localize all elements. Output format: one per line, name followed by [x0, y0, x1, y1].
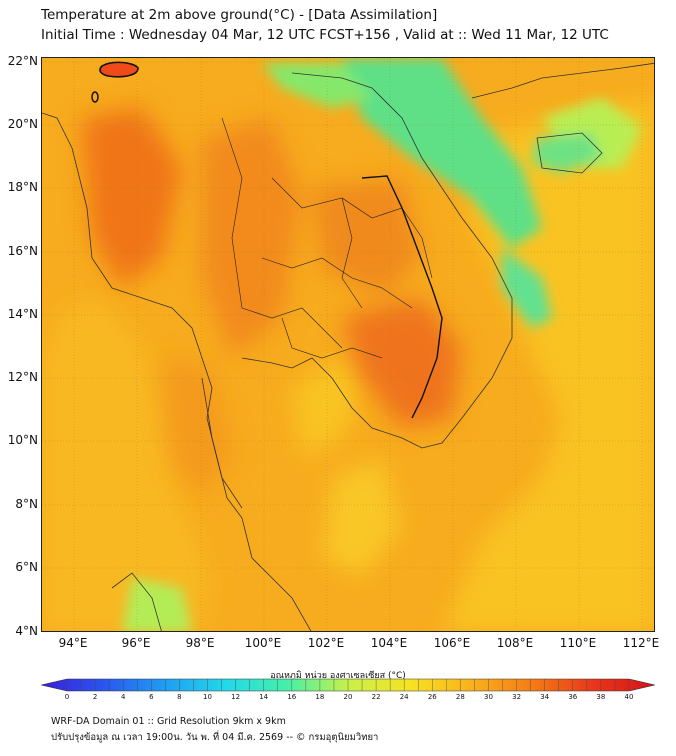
lon-label: 96°E	[121, 636, 151, 650]
colorbar-tick-label: 12	[231, 693, 241, 701]
colorbar-tick-label: 34	[540, 693, 550, 701]
colorbar-tick-label: 22	[371, 693, 381, 701]
lon-label: 94°E	[58, 636, 88, 650]
coastlines	[42, 62, 654, 631]
lat-label: 8°N	[15, 497, 38, 511]
colorbar-tick-label: 30	[484, 693, 493, 701]
colorbar-tick-label: 18	[315, 693, 325, 701]
lon-label: 108°E	[496, 636, 534, 650]
temperature-map	[41, 57, 655, 632]
lon-label: 110°E	[559, 636, 597, 650]
colorbar-tick-label: 40	[624, 693, 634, 701]
lat-label: 4°N	[15, 624, 38, 638]
colorbar-tick-label: 32	[512, 693, 522, 701]
colorbar	[41, 678, 655, 692]
colorbar-tick-label: 6	[149, 693, 154, 701]
colorbar-tick-label: 38	[596, 693, 606, 701]
cool-areas	[122, 58, 642, 631]
colorbar-tick-label: 16	[287, 693, 297, 701]
lon-label: 100°E	[244, 636, 282, 650]
lon-label: 104°E	[370, 636, 408, 650]
colorbar-tick-label: 24	[399, 693, 409, 701]
map-title: Temperature at 2m above ground(°C) - [Da…	[41, 7, 438, 23]
contour-40c	[99, 61, 139, 78]
colorbar-tick-label: 0	[64, 693, 70, 701]
lat-label: 12°N	[7, 370, 38, 384]
colorbar-tick-label: 2	[92, 693, 98, 701]
colorbar-tick-label: 8	[177, 693, 182, 701]
map-canvas	[42, 58, 654, 631]
lat-label: 16°N	[7, 244, 38, 258]
contour-40c-small	[91, 91, 99, 103]
colorbar-tick-label: 14	[259, 693, 269, 701]
contour-36c	[361, 175, 443, 419]
colorbar-title: อุณหภูมิ หน่วย องศาเซลเซียส (°C)	[270, 671, 406, 681]
lat-label: 14°N	[7, 307, 38, 321]
lon-label: 112°E	[622, 636, 660, 650]
gridlines	[42, 58, 654, 631]
map-subtitle: Initial Time : Wednesday 04 Mar, 12 UTC …	[41, 27, 609, 43]
lon-label: 106°E	[433, 636, 471, 650]
colorbar-tick-label: 28	[455, 693, 465, 701]
lat-label: 18°N	[7, 180, 38, 194]
warm-areas	[82, 108, 462, 498]
footer-update-info: ปรับปรุงข้อมูล ณ เวลา 19:00น. วัน พ. ที่…	[51, 732, 379, 743]
colorbar-tick-label: 10	[203, 693, 212, 701]
colorbar-tick-label: 36	[568, 693, 578, 701]
lon-label: 98°E	[185, 636, 215, 650]
lon-label: 102°E	[307, 636, 345, 650]
footer-grid-info: WRF-DA Domain 01 :: Grid Resolution 9km …	[51, 716, 286, 727]
colorbar-tick-label: 20	[343, 693, 353, 701]
colorbar-tick-label: 4	[120, 693, 126, 701]
lat-label: 6°N	[15, 560, 38, 574]
sea-temperature	[42, 98, 654, 631]
lat-label: 20°N	[7, 117, 38, 131]
lat-label: 22°N	[7, 54, 38, 68]
colorbar-tick-label: 26	[427, 693, 437, 701]
lat-label: 10°N	[7, 433, 38, 447]
